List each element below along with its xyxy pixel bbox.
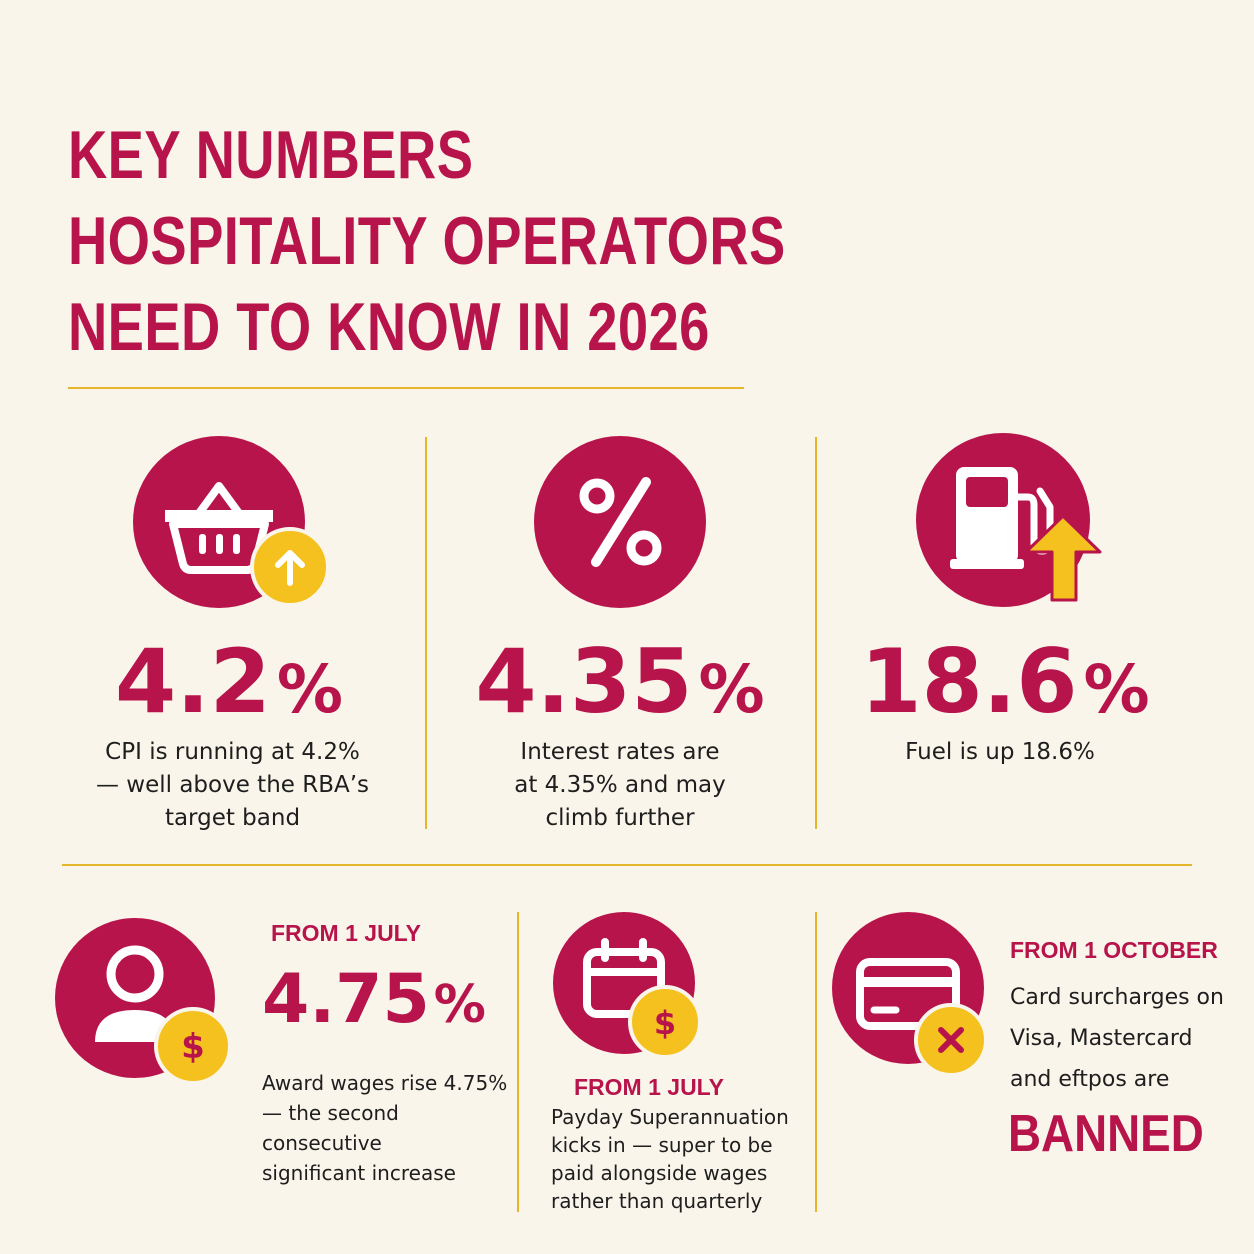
super-description-line: kicks in — super to be (551, 1133, 773, 1157)
column-divider-2 (815, 437, 817, 829)
surcharge-description-line: Card surcharges on (1010, 985, 1224, 1010)
super-date-label: FROM 1 JULY (574, 1074, 724, 1100)
cpi-description-line: — well above the RBA’s (95, 772, 370, 798)
interest-description: Interest rates are at 4.35% and may clim… (455, 736, 785, 835)
interest-value: 4.35% (470, 634, 770, 738)
title-line-1: KEY NUMBERS (68, 117, 474, 193)
cpi-description-line: CPI is running at 4.2% (105, 739, 360, 765)
cpi-number: 4.2 (114, 630, 271, 733)
award-description-line: — the second (262, 1101, 399, 1125)
fuel-number: 18.6 (860, 630, 1078, 733)
column-divider-1 (425, 437, 427, 829)
title-line-3: NEED TO KNOW IN 2026 (68, 289, 710, 365)
arrow-up-icon (250, 527, 330, 607)
cpi-description: CPI is running at 4.2% — well above the … (60, 736, 405, 835)
section-divider (62, 864, 1192, 866)
title-line-2: HOSPITALITY OPERATORS (68, 203, 786, 279)
fuel-unit: % (1083, 651, 1150, 728)
award-description: Award wages rise 4.75% — the second cons… (262, 1068, 512, 1188)
interest-description-line: climb further (545, 805, 695, 831)
interest-description-line: at 4.35% and may (514, 772, 726, 798)
award-number: 4.75 (262, 960, 430, 1039)
surcharge-description-line: Visa, Mastercard (1010, 1026, 1193, 1051)
x-icon (914, 1003, 988, 1077)
interest-description-line: Interest rates are (520, 739, 720, 765)
column-divider-4 (815, 912, 817, 1212)
award-description-line: consecutive (262, 1131, 382, 1155)
page-title: KEY NUMBERS HOSPITALITY OPERATORS NEED T… (68, 112, 786, 370)
shopping-basket-icon (133, 436, 305, 608)
award-description-line: Award wages rise 4.75% (262, 1071, 508, 1095)
surcharge-description: Card surcharges on Visa, Mastercard and … (1010, 977, 1240, 1100)
banned-emphasis: BANNED (1008, 1105, 1204, 1163)
super-description-line: Payday Superannuation (551, 1105, 789, 1129)
fuel-description-line: Fuel is up 18.6% (905, 739, 1095, 765)
super-description-line: rather than quarterly (551, 1189, 763, 1213)
cpi-unit: % (276, 651, 344, 728)
interest-unit: % (698, 651, 765, 728)
fuel-description: Fuel is up 18.6% (840, 736, 1160, 769)
award-date-label: FROM 1 JULY (271, 920, 421, 946)
award-value: 4.75% (262, 962, 486, 1043)
title-divider (68, 387, 744, 389)
percent-icon (534, 436, 706, 608)
cpi-value: 4.2% (88, 634, 370, 738)
award-unit: % (433, 975, 486, 1035)
award-description-line: significant increase (262, 1161, 456, 1185)
column-divider-3 (517, 912, 519, 1212)
fuel-value: 18.6% (860, 634, 1150, 738)
super-description-line: paid alongside wages (551, 1161, 768, 1185)
dollar-icon: $ (154, 1007, 232, 1085)
svg-text:$: $ (181, 1027, 205, 1067)
surcharge-description-line: and eftpos are (1010, 1067, 1170, 1092)
surcharge-date-label: FROM 1 OCTOBER (1010, 937, 1218, 963)
super-description: Payday Superannuation kicks in — super t… (551, 1103, 811, 1215)
dollar-icon: $ (628, 985, 702, 1059)
svg-text:$: $ (654, 1004, 676, 1042)
cpi-description-line: target band (164, 805, 301, 831)
arrow-up-icon (1022, 512, 1104, 604)
interest-number: 4.35 (475, 630, 693, 733)
